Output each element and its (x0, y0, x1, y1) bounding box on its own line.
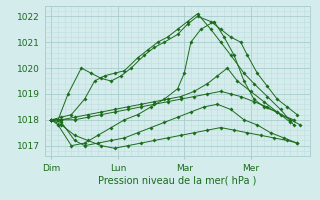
X-axis label: Pression niveau de la mer( hPa ): Pression niveau de la mer( hPa ) (99, 175, 257, 185)
